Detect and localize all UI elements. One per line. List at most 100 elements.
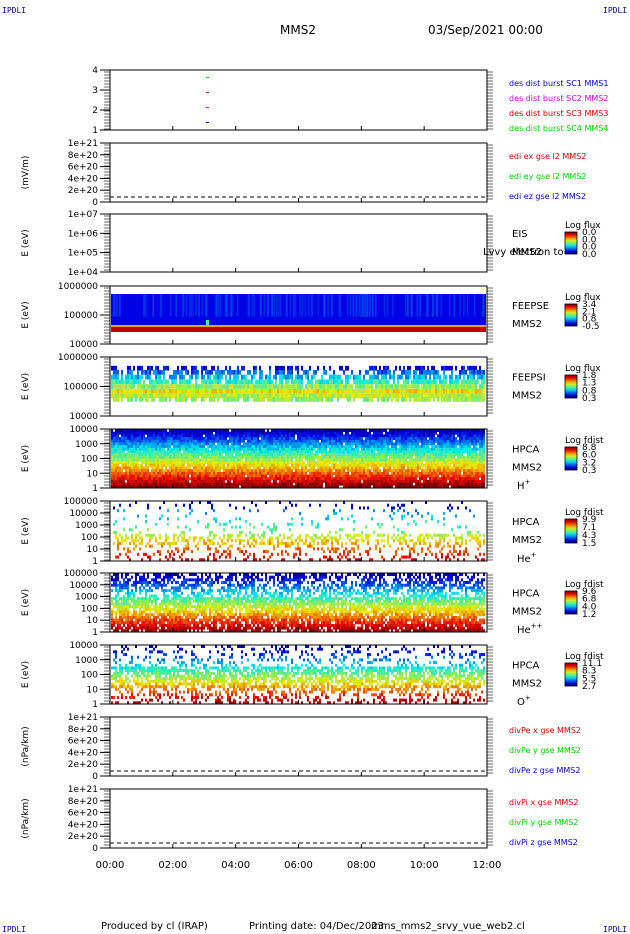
spectrogram-cell [163,455,165,459]
spectrogram-cell [237,455,239,459]
spectrogram-cell [439,455,441,459]
spectrogram-cell [255,445,257,449]
spectrogram-cell [393,374,395,380]
spectrogram-cell [295,474,297,478]
spectrogram-cell [209,442,211,446]
spectrogram-cell [309,384,311,389]
spectrogram-cell [353,437,355,441]
spectrogram-cell [225,388,227,394]
spectrogram-cell [279,469,281,473]
spectrogram-cell [365,458,367,462]
spectrogram-cell [141,466,143,470]
spectrogram-cell [309,431,311,435]
spectrogram-cell [473,442,475,446]
spectrogram-cell [249,379,251,385]
spectrogram-cell [341,439,343,443]
spectrogram-cell [389,447,391,451]
spectrogram-cell [327,294,329,317]
spectrogram-cell [139,474,141,478]
spectrogram-cell [303,369,305,375]
spectrogram-cell [381,431,383,435]
spectrogram-cell [241,445,243,449]
spacecraft-label: MMS2 [512,319,542,330]
spectrogram-cell [227,445,229,449]
spectrogram-cell [241,469,243,473]
spectrogram-cell [197,466,199,470]
spectrogram-cell [335,384,337,389]
spectrogram-cell [305,434,307,438]
spectrogram-cell [131,477,133,481]
spectrogram-cell [237,453,239,457]
spectrogram-cell [169,445,171,449]
spectrogram-cell [271,466,273,470]
spectrogram-cell [287,431,289,435]
spectrogram-cell [225,439,227,443]
spectrogram-cell [173,447,175,451]
spectrogram-cell [401,442,403,446]
spectrogram-cell [371,397,373,402]
spectrogram-cell [341,474,343,478]
spectrogram-cell [483,393,485,399]
spectrogram-cell [175,379,177,385]
spectrogram-cell [259,463,261,467]
spectrogram-cell [265,439,267,443]
spectrogram-cell [129,388,131,394]
spectrogram-cell [175,453,177,457]
spectrogram-cell [463,379,465,385]
spectrogram-cell [289,455,291,459]
spectrogram-cell [359,379,361,385]
spectrogram-cell [411,469,413,473]
spectrogram-cell [139,439,141,443]
spectrogram-cell [409,474,411,478]
spectrogram-cell [116,294,118,317]
spectrogram-cell [385,397,387,402]
spectrogram-cell [201,374,203,380]
spectrogram-cell [329,379,331,385]
spectrogram-cell [339,294,342,317]
y-tick-label: 10000 [69,412,98,422]
spectrogram-cell [287,442,289,446]
spectrogram-cell [389,437,391,441]
spectrogram-cell [273,388,275,394]
spectrogram-cell [325,393,327,399]
spectrogram-cell [239,474,241,478]
spectrogram-cell [473,450,475,454]
spectrogram-cell [253,471,255,475]
spectrogram-cell [399,469,401,473]
spectrogram-cell [351,447,353,451]
spectrogram-cell [293,379,295,385]
spectrogram-cell [113,397,115,402]
spectrogram-cell [195,369,197,375]
spectrogram-cell [235,393,237,399]
spectrogram-cell [279,447,281,451]
spectrogram-cell [167,365,169,371]
spectrogram-cell [275,463,277,467]
spectrogram-cell [127,365,129,371]
spectrogram-cell [147,463,149,467]
spectrogram-cell [265,458,267,462]
spectrogram-cell [247,429,249,432]
spectrogram-cell [217,466,219,470]
spectrogram-cell [137,379,139,385]
spectrogram-cell [483,437,485,441]
spectrogram-cell [197,388,199,394]
spectrogram-cell [113,434,115,438]
spectrogram-cell [461,442,463,446]
spectrogram-cell [125,379,127,385]
spectrogram-cell [441,445,443,449]
spectrogram-cell [135,477,137,481]
spectrogram-cell [368,294,371,317]
spectrogram-cell [281,437,283,441]
spectrogram-cell [391,429,393,432]
spectrogram-cell [169,393,171,399]
spectrogram-cell [129,439,131,443]
spectrogram-cell [467,429,469,432]
spectrogram-cell [155,445,157,449]
spectrogram-cell [183,466,185,470]
spectrogram-cell [363,379,365,385]
spectrogram-cell [285,429,287,432]
spectrogram-cell [403,474,405,478]
spectrogram-cell [361,437,363,441]
spectrogram-cell [355,431,357,435]
spectrogram-cell [269,439,271,443]
